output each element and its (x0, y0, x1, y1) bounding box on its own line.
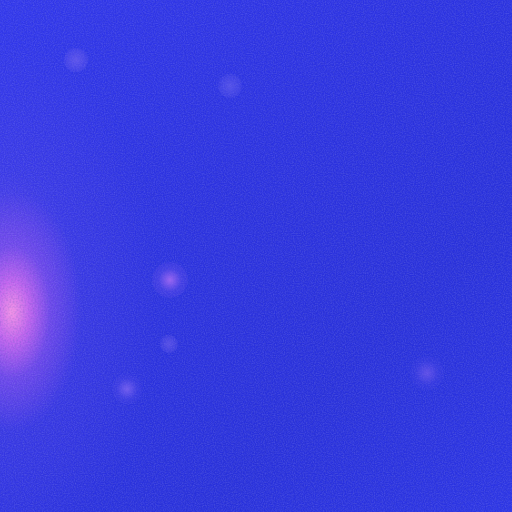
light-spot (112, 374, 142, 404)
light-spot (410, 356, 444, 390)
light-spot (152, 262, 188, 298)
light-spot (160, 335, 178, 353)
light-spot (218, 74, 242, 98)
light-spot (64, 48, 88, 72)
